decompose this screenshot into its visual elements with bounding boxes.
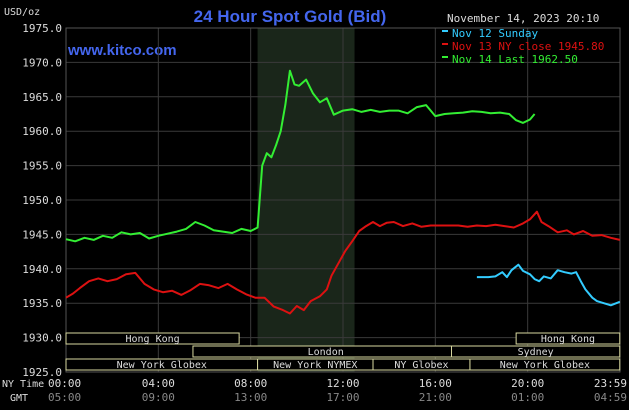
y-tick-label: 1960.0 bbox=[22, 125, 62, 138]
session-label: NY Globex bbox=[394, 360, 448, 371]
y-tick-label: 1945.0 bbox=[22, 228, 62, 241]
x-tick-label-ny: 16:00 bbox=[419, 377, 452, 390]
y-tick-label: 1975.0 bbox=[22, 22, 62, 35]
x-tick-label-gmt: 09:00 bbox=[142, 391, 175, 404]
session-label: Hong Kong bbox=[541, 334, 595, 345]
y-tick-label: 1965.0 bbox=[22, 91, 62, 104]
legend-swatch bbox=[442, 56, 448, 58]
x-tick-label-gmt: 05:00 bbox=[48, 391, 81, 404]
session-bar bbox=[450, 345, 621, 358]
session-label: New York Globex bbox=[117, 360, 207, 371]
y-tick-label: 1930.0 bbox=[22, 332, 62, 345]
x-tick-label-ny: 00:00 bbox=[48, 377, 81, 390]
x-tick-label-ny: 23:59 bbox=[594, 377, 627, 390]
legend-swatch bbox=[442, 43, 448, 45]
legend-label: Nov 12 Sunday bbox=[452, 27, 538, 40]
legend-label: Nov 13 NY close 1945.80 bbox=[452, 40, 604, 53]
session-label: New York Globex bbox=[500, 360, 590, 371]
session-bar bbox=[515, 332, 621, 345]
x-axis-ny-label: NY Time bbox=[2, 379, 44, 390]
legend-swatch bbox=[442, 30, 448, 32]
x-tick-label-ny: 08:00 bbox=[234, 377, 267, 390]
y-axis-unit-label: USD/oz bbox=[4, 7, 40, 18]
y-tick-label: 1950.0 bbox=[22, 194, 62, 207]
x-tick-label-ny: 20:00 bbox=[511, 377, 544, 390]
x-tick-label-gmt: 04:59 bbox=[594, 391, 627, 404]
session-bar bbox=[469, 358, 621, 371]
session-label: Hong Kong bbox=[125, 334, 179, 345]
x-tick-label-ny: 12:00 bbox=[326, 377, 359, 390]
series-line bbox=[65, 210, 621, 315]
series-line bbox=[65, 69, 536, 243]
session-label: New York NYMEX bbox=[273, 360, 357, 371]
session-label: London bbox=[308, 347, 344, 358]
timestamp: November 14, 2023 20:10 bbox=[447, 12, 599, 25]
legend-label: Nov 14 Last 1962.50 bbox=[452, 53, 578, 66]
x-tick-label-gmt: 21:00 bbox=[419, 391, 452, 404]
x-tick-label-gmt: 17:00 bbox=[326, 391, 359, 404]
y-tick-label: 1935.0 bbox=[22, 297, 62, 310]
session-bar bbox=[65, 332, 240, 345]
site-watermark: www.kitco.com bbox=[67, 42, 177, 59]
y-tick-label: 1970.0 bbox=[22, 56, 62, 69]
y-tick-label: 1925.0 bbox=[22, 366, 62, 379]
y-tick-label: 1940.0 bbox=[22, 263, 62, 276]
plot-frame bbox=[65, 27, 621, 373]
x-tick-label-gmt: 01:00 bbox=[511, 391, 544, 404]
x-tick-label-ny: 04:00 bbox=[142, 377, 175, 390]
x-axis-gmt-label: GMT bbox=[10, 393, 28, 404]
chart-title: 24 Hour Spot Gold (Bid) bbox=[194, 7, 387, 26]
session-label: Sydney bbox=[518, 347, 554, 358]
series-line bbox=[476, 263, 621, 307]
x-tick-label-gmt: 13:00 bbox=[234, 391, 267, 404]
y-tick-label: 1955.0 bbox=[22, 160, 62, 173]
